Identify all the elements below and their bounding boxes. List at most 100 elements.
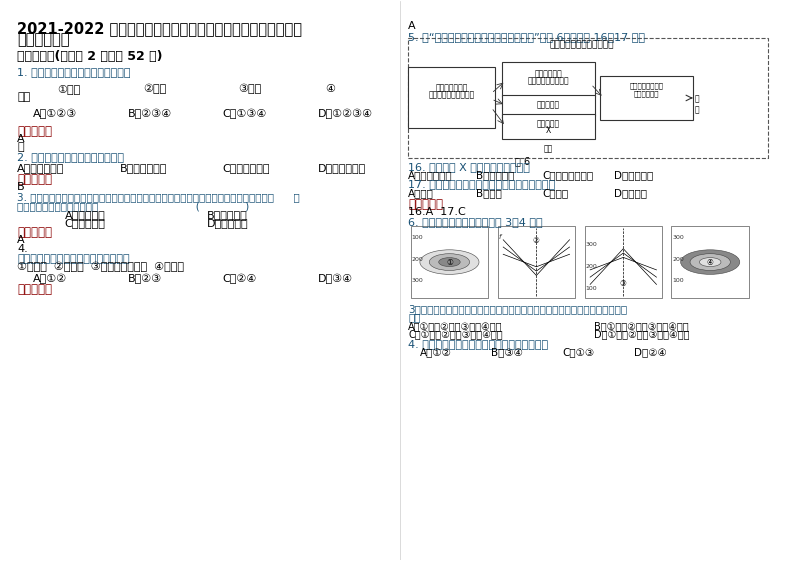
Text: 时机: 时机 bbox=[17, 92, 30, 102]
Text: A．①②: A．①② bbox=[420, 347, 452, 357]
Bar bbox=[498, 226, 575, 298]
Text: 下列区域的划分以单一指标为依据的是: 下列区域的划分以单一指标为依据的是 bbox=[17, 254, 130, 264]
Text: 16. 产业链中 X 处的最佳利用方式是: 16. 产业链中 X 处的最佳利用方式是 bbox=[408, 162, 531, 172]
Text: D．集中发电: D．集中发电 bbox=[614, 171, 653, 181]
Text: ①热量带  ②干湿区  ③我国三大自然区  ④文化区: ①热量带 ②干湿区 ③我国三大自然区 ④文化区 bbox=[17, 262, 184, 273]
FancyBboxPatch shape bbox=[408, 67, 496, 128]
Text: D．桂、甘、豫: D．桂、甘、豫 bbox=[317, 163, 366, 173]
Text: 燃
料: 燃 料 bbox=[695, 95, 699, 114]
Ellipse shape bbox=[419, 250, 479, 274]
Text: B．③④: B．③④ bbox=[492, 347, 523, 357]
Text: 100: 100 bbox=[672, 278, 684, 283]
Text: 100: 100 bbox=[412, 235, 423, 240]
Text: ③俰仰: ③俰仰 bbox=[239, 84, 262, 94]
Text: ②: ② bbox=[533, 236, 540, 245]
Text: 能保证食品达到卫生标准的是                              (              ): 能保证食品达到卫生标准的是 ( ) bbox=[17, 201, 250, 211]
Text: （棉芯、棉籽、棉秆）: （棉芯、棉籽、棉秆） bbox=[429, 91, 475, 100]
Text: 参考答案：: 参考答案： bbox=[17, 283, 52, 296]
Text: 汼气: 汼气 bbox=[543, 145, 553, 154]
Text: 4. 上图四幅地图中的虚线，可能发育成河流的: 4. 上图四幅地图中的虚线，可能发育成河流的 bbox=[408, 338, 549, 348]
Text: 16.A  17.C: 16.A 17.C bbox=[408, 207, 466, 217]
Text: B．榨油制糖: B．榨油制糖 bbox=[476, 171, 514, 181]
Text: 棉籽深加工: 棉籽深加工 bbox=[537, 101, 560, 110]
Text: 参考答案：: 参考答案： bbox=[17, 173, 52, 186]
Text: C．①③④: C．①③④ bbox=[223, 109, 267, 119]
Text: 1. 旅游景观欣赏位置的选择主要包括: 1. 旅游景观欣赏位置的选择主要包括 bbox=[17, 67, 131, 77]
Text: C．原料: C．原料 bbox=[542, 188, 569, 198]
Text: C．农村生活能源: C．农村生活能源 bbox=[542, 171, 594, 181]
Text: 略: 略 bbox=[17, 142, 24, 152]
Text: D．③④: D．③④ bbox=[317, 273, 353, 284]
Text: B．②③: B．②③ bbox=[128, 273, 162, 284]
Text: D．①②③④: D．①②③④ bbox=[317, 109, 373, 119]
Bar bbox=[411, 226, 488, 298]
Text: 参考答案：: 参考答案： bbox=[408, 198, 443, 211]
Bar bbox=[584, 226, 662, 298]
Ellipse shape bbox=[429, 254, 469, 270]
Text: C．青、粤、晋: C．青、粤、晋 bbox=[223, 163, 270, 173]
Text: A．科技: A．科技 bbox=[408, 188, 435, 198]
Text: 一、选择题(每小题 2 分，共 52 分): 一、选择题(每小题 2 分，共 52 分) bbox=[17, 50, 163, 63]
Text: D．精确农业: D．精确农业 bbox=[207, 218, 248, 228]
Text: 棉花深加工：: 棉花深加工： bbox=[534, 69, 562, 78]
Text: B．有机农业: B．有机农业 bbox=[207, 210, 247, 219]
Text: A．食用菌种植: A．食用菌种植 bbox=[408, 171, 453, 181]
Text: 是：: 是： bbox=[408, 312, 421, 323]
Text: ②角度: ②角度 bbox=[144, 84, 167, 94]
Text: A: A bbox=[408, 21, 416, 31]
Text: B．②③④: B．②③④ bbox=[128, 109, 172, 119]
Text: 参考答案：: 参考答案： bbox=[17, 226, 52, 240]
Text: A．①山峰②山谷③山脊④盆地: A．①山峰②山谷③山脊④盆地 bbox=[408, 321, 503, 330]
Text: 3、图中的数字表示地形的部位，下列选项中，地形部位名称排列与图序相符的: 3、图中的数字表示地形的部位，下列选项中，地形部位名称排列与图序相符的 bbox=[408, 304, 627, 314]
FancyBboxPatch shape bbox=[502, 113, 595, 139]
Text: D．①盆地②山谷③山谷④山峰: D．①盆地②山谷③山谷④山峰 bbox=[594, 329, 690, 339]
Text: A: A bbox=[17, 134, 25, 144]
Text: 参考答案：: 参考答案： bbox=[17, 125, 52, 139]
Text: 300: 300 bbox=[672, 235, 684, 240]
Text: 棉秆利用：: 棉秆利用： bbox=[537, 119, 560, 128]
Text: A: A bbox=[17, 235, 25, 245]
Text: B．①山峰②山脊③盆地④山谷: B．①山峰②山脊③盆地④山谷 bbox=[594, 321, 688, 330]
Text: D．劳动力: D．劳动力 bbox=[614, 188, 647, 198]
Text: 200: 200 bbox=[672, 256, 684, 261]
Text: C．②④: C．②④ bbox=[223, 273, 257, 284]
Text: B．台、鲁、苏: B．台、鲁、苏 bbox=[120, 163, 167, 173]
Text: 5. 读“我国某地棉花种植及相关产业链图”（图 6），回答 16～17 题。: 5. 读“我国某地棉花种植及相关产业链图”（图 6），回答 16～17 题。 bbox=[408, 32, 646, 42]
Text: 300: 300 bbox=[585, 242, 597, 247]
FancyBboxPatch shape bbox=[408, 38, 768, 158]
Text: ①: ① bbox=[446, 257, 453, 266]
Text: 100: 100 bbox=[585, 286, 597, 291]
Text: 末试题含解析: 末试题含解析 bbox=[17, 32, 70, 47]
Bar bbox=[672, 226, 749, 298]
Text: 300: 300 bbox=[412, 278, 423, 283]
Text: A．湘、辽、宁: A．湘、辽、宁 bbox=[17, 163, 64, 173]
Text: 200: 200 bbox=[412, 256, 423, 261]
Text: C．节水农业: C．节水农业 bbox=[64, 218, 105, 228]
Text: C．①③: C．①③ bbox=[562, 347, 595, 357]
Text: A．①②: A．①② bbox=[33, 273, 67, 284]
Ellipse shape bbox=[680, 250, 740, 274]
Text: 17. 影响该地札花、纺织工业布局的主导因素是: 17. 影响该地札花、纺织工业布局的主导因素是 bbox=[408, 180, 555, 190]
Text: 3. 防治害虫是提高农业产出的手段，在现代农业生产中，最能体现壮地化肥、农药的滥施，      又: 3. 防治害虫是提高农业产出的手段，在现代农业生产中，最能体现壮地化肥、农药的滥… bbox=[17, 192, 300, 203]
Text: ④: ④ bbox=[325, 84, 335, 94]
Text: B．市场: B．市场 bbox=[476, 188, 501, 198]
Text: X: X bbox=[546, 126, 551, 135]
Text: 札花、纺织、服装业: 札花、纺织、服装业 bbox=[527, 76, 569, 85]
Text: 2. 平均海拔由高到低的省区依次是: 2. 平均海拔由高到低的省区依次是 bbox=[17, 152, 125, 162]
Ellipse shape bbox=[439, 257, 460, 266]
Text: C．①盆地②山谷③山脊④山峰: C．①盆地②山谷③山脊④山峰 bbox=[408, 329, 503, 339]
Text: 6. 读下面四幅等高线图，回答 3～4 题：: 6. 读下面四幅等高线图，回答 3～4 题： bbox=[408, 217, 543, 227]
Ellipse shape bbox=[699, 257, 721, 266]
Text: ④: ④ bbox=[707, 257, 714, 266]
Text: 200: 200 bbox=[585, 264, 597, 269]
Text: 2021-2022 学年河北省唐山市东商家林中学高二地理上学期期: 2021-2022 学年河北省唐山市东商家林中学高二地理上学期期 bbox=[17, 21, 302, 36]
Text: f: f bbox=[499, 234, 501, 240]
Text: 河底分棉籽及其他: 河底分棉籽及其他 bbox=[629, 83, 663, 90]
Text: A．①②③: A．①②③ bbox=[33, 109, 77, 119]
FancyBboxPatch shape bbox=[502, 95, 595, 116]
Text: D．②④: D．②④ bbox=[634, 347, 666, 357]
Text: ①距离: ①距离 bbox=[57, 84, 80, 94]
Text: A．处方农业: A．处方农业 bbox=[64, 210, 105, 219]
Text: 棉花种植一产出: 棉花种植一产出 bbox=[435, 84, 468, 93]
Text: 图 6: 图 6 bbox=[515, 156, 531, 166]
